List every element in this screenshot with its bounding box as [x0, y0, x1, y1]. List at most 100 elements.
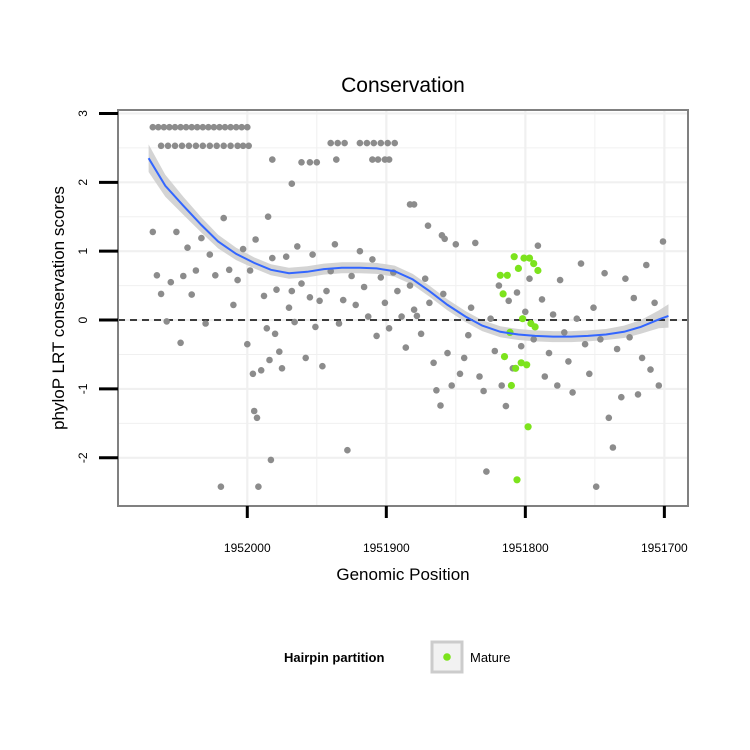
- data-point: [298, 280, 305, 287]
- data-point: [402, 344, 410, 351]
- data-point: [149, 228, 157, 236]
- data-point: [232, 123, 240, 131]
- data-point-mature: [520, 254, 528, 262]
- data-point: [569, 389, 576, 396]
- data-point: [417, 330, 425, 338]
- data-point: [271, 330, 279, 338]
- grid-lines: [118, 110, 688, 506]
- data-point: [391, 139, 399, 147]
- legend-title: Hairpin partition: [284, 650, 384, 665]
- data-point: [626, 334, 633, 341]
- data-point: [234, 142, 241, 150]
- data-point-mature: [534, 266, 542, 275]
- x-tick-label: 1951900: [363, 541, 410, 555]
- data-point: [413, 312, 421, 320]
- data-point: [356, 139, 364, 147]
- data-point: [188, 291, 195, 298]
- data-point: [212, 272, 219, 279]
- data-point: [184, 244, 191, 251]
- data-point: [294, 243, 301, 250]
- background-points: [149, 123, 667, 491]
- data-point: [622, 275, 629, 283]
- data-point: [192, 142, 200, 150]
- data-point: [597, 336, 604, 343]
- data-point: [199, 142, 207, 150]
- data-point-mature: [530, 260, 538, 268]
- data-point: [319, 362, 326, 370]
- data-point: [476, 373, 483, 380]
- data-point: [185, 142, 193, 150]
- data-point: [267, 456, 275, 464]
- data-point: [472, 239, 479, 247]
- data-point: [227, 142, 234, 150]
- data-point: [199, 123, 207, 131]
- plot-background: [118, 110, 688, 506]
- data-point: [441, 235, 449, 243]
- data-point: [573, 315, 581, 323]
- data-point: [448, 382, 456, 389]
- data-point: [410, 201, 418, 208]
- data-point-mature: [503, 271, 511, 279]
- data-point: [331, 241, 339, 248]
- data-point: [206, 142, 214, 150]
- data-point: [549, 311, 557, 318]
- data-point: [312, 323, 319, 331]
- data-point: [534, 242, 542, 249]
- data-point: [456, 370, 464, 378]
- data-point-mature: [524, 423, 532, 431]
- data-point: [157, 142, 165, 150]
- data-point: [426, 299, 433, 307]
- data-point: [444, 349, 451, 357]
- data-point: [217, 483, 225, 491]
- data-point: [452, 241, 460, 248]
- data-point: [363, 139, 371, 147]
- data-point: [249, 370, 257, 378]
- data-point: [491, 347, 499, 355]
- data-point: [206, 251, 214, 258]
- x-tick-label: 1951700: [641, 541, 688, 555]
- data-point: [291, 318, 298, 326]
- data-point: [356, 247, 364, 255]
- data-point: [513, 289, 521, 296]
- data-point: [225, 266, 233, 274]
- data-point: [651, 299, 658, 307]
- data-point-mature: [499, 290, 507, 298]
- data-point: [352, 301, 360, 309]
- data-point: [309, 251, 316, 258]
- data-point: [565, 358, 572, 365]
- y-axis: -2 -1 0 1 2 3: [76, 110, 118, 463]
- data-point: [344, 446, 351, 454]
- data-point: [246, 267, 254, 274]
- data-point: [495, 282, 503, 289]
- data-point: [618, 393, 625, 401]
- data-point: [643, 261, 650, 269]
- data-point: [285, 304, 293, 312]
- data-point: [164, 142, 172, 150]
- data-point: [313, 159, 321, 166]
- data-point: [323, 287, 330, 295]
- data-point: [216, 123, 223, 131]
- data-point: [424, 222, 432, 229]
- smooth-line: [147, 157, 669, 338]
- data-point: [302, 354, 310, 362]
- data-point: [153, 272, 161, 279]
- data-point: [394, 287, 401, 295]
- data-point-mature: [523, 361, 531, 369]
- data-point: [178, 142, 186, 150]
- data-point: [221, 123, 229, 131]
- data-point: [244, 123, 251, 131]
- data-point: [498, 382, 506, 389]
- data-point: [220, 214, 227, 222]
- data-point: [530, 336, 537, 343]
- y-tick-label: 2: [76, 179, 90, 186]
- data-point-mature: [500, 353, 509, 361]
- data-point: [334, 139, 342, 147]
- data-point: [502, 402, 510, 410]
- data-point: [264, 213, 272, 220]
- data-point: [433, 387, 440, 394]
- data-point: [487, 315, 494, 323]
- chart-title: Conservation: [341, 74, 465, 97]
- data-point: [556, 276, 564, 284]
- data-point: [590, 304, 597, 312]
